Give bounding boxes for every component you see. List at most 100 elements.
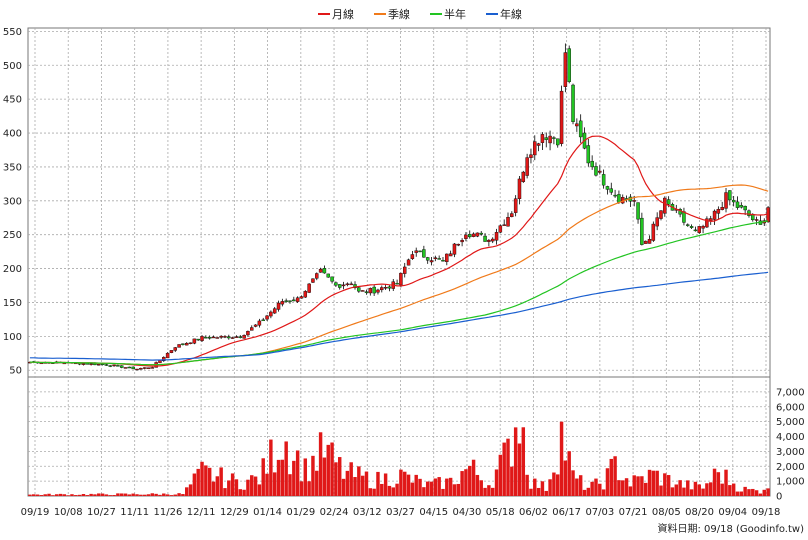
price-panel xyxy=(27,27,771,378)
volume-bar xyxy=(697,484,701,496)
volume-bar xyxy=(177,493,181,496)
volume-bar xyxy=(433,478,438,496)
volume-bar xyxy=(211,481,216,496)
candle-body xyxy=(502,224,506,226)
legend-label: 年線 xyxy=(500,7,522,21)
volume-bar xyxy=(571,470,575,496)
volume-bar xyxy=(357,466,361,496)
candle-body xyxy=(525,157,529,176)
volume-bar xyxy=(670,487,675,496)
volume-bar xyxy=(617,480,621,496)
volume-bar xyxy=(487,485,491,496)
volume-bar xyxy=(97,493,101,496)
candle-body xyxy=(337,284,342,288)
candle-body xyxy=(311,278,315,283)
candle-body xyxy=(169,350,174,353)
candle-body xyxy=(299,296,304,299)
candle-body xyxy=(284,300,288,302)
candle-body xyxy=(544,137,548,140)
volume-bar xyxy=(108,495,112,496)
candle-body xyxy=(207,337,212,339)
candle-body xyxy=(578,120,583,138)
candle-body xyxy=(135,368,139,371)
volume-bar xyxy=(28,494,32,496)
volume-bar xyxy=(376,471,380,496)
volume-bar xyxy=(751,488,755,496)
volume-bar xyxy=(295,450,300,496)
volume-bar xyxy=(154,493,158,496)
candle-body xyxy=(437,258,441,260)
candle-body xyxy=(322,268,327,274)
candle-body xyxy=(471,233,476,237)
volume-bar xyxy=(624,478,629,496)
volume-bar xyxy=(659,485,663,496)
candle-body xyxy=(292,299,296,302)
volume-bar xyxy=(387,485,392,496)
volume-tick-label: 3,000 xyxy=(776,447,805,458)
candle-body xyxy=(739,205,744,208)
candle-body xyxy=(353,284,357,289)
candle-body xyxy=(510,213,514,217)
candle-body xyxy=(372,286,376,294)
volume-bar xyxy=(429,481,434,496)
candle-body xyxy=(204,336,208,339)
candle-body xyxy=(468,234,472,238)
volume-bar xyxy=(181,494,185,496)
candle-body xyxy=(475,232,480,237)
volume-bar xyxy=(242,489,246,496)
volume-bar xyxy=(139,494,143,496)
volume-bar xyxy=(483,487,487,496)
price-tick-label: 550 xyxy=(3,27,22,38)
volume-bar xyxy=(643,482,648,496)
candle-body xyxy=(326,273,330,278)
volume-bar xyxy=(490,487,495,496)
candle-body xyxy=(414,250,418,253)
volume-bar xyxy=(234,479,239,496)
candle-body xyxy=(666,199,671,205)
volume-bar xyxy=(693,481,698,496)
volume-bar xyxy=(594,478,598,496)
volume-bar xyxy=(636,476,640,496)
candle-body xyxy=(104,364,109,366)
x-tick-label: 03/27 xyxy=(386,507,415,518)
candle-body xyxy=(406,259,411,266)
volume-bar xyxy=(754,490,759,496)
candle-body xyxy=(494,232,499,241)
candle-body xyxy=(445,253,449,262)
volume-bar xyxy=(135,494,139,496)
candle-body xyxy=(188,342,193,344)
volume-bar xyxy=(146,494,151,496)
candle-body xyxy=(636,202,640,220)
candle-body xyxy=(697,226,701,233)
candle-body xyxy=(403,266,407,274)
candle-body xyxy=(399,272,403,286)
volume-bar xyxy=(525,474,529,496)
candle-body xyxy=(330,276,334,282)
volume-bar xyxy=(628,486,633,496)
candle-body xyxy=(529,154,533,158)
candle-body xyxy=(116,365,120,367)
candle-body xyxy=(307,283,311,293)
volume-bar xyxy=(318,432,323,496)
volume-bar xyxy=(743,486,747,496)
volume-bar xyxy=(383,473,388,496)
volume-bar xyxy=(494,469,499,496)
volume-bar xyxy=(246,479,250,496)
candle-body xyxy=(215,337,220,339)
candle-body xyxy=(487,239,491,242)
volume-bar xyxy=(74,495,78,496)
volume-bar xyxy=(705,483,709,496)
candle-body xyxy=(97,364,101,366)
volume-bar xyxy=(475,474,480,496)
volume-bar xyxy=(464,469,468,496)
volume-bar xyxy=(315,470,319,496)
candle-body xyxy=(735,201,740,208)
candle-body xyxy=(743,205,747,211)
candle-body xyxy=(701,225,705,229)
x-tick-label: 09/04 xyxy=(718,507,747,518)
volume-bar xyxy=(158,494,162,496)
volume-bar xyxy=(150,493,155,496)
volume-bar xyxy=(219,467,223,496)
candle-body xyxy=(257,320,262,326)
